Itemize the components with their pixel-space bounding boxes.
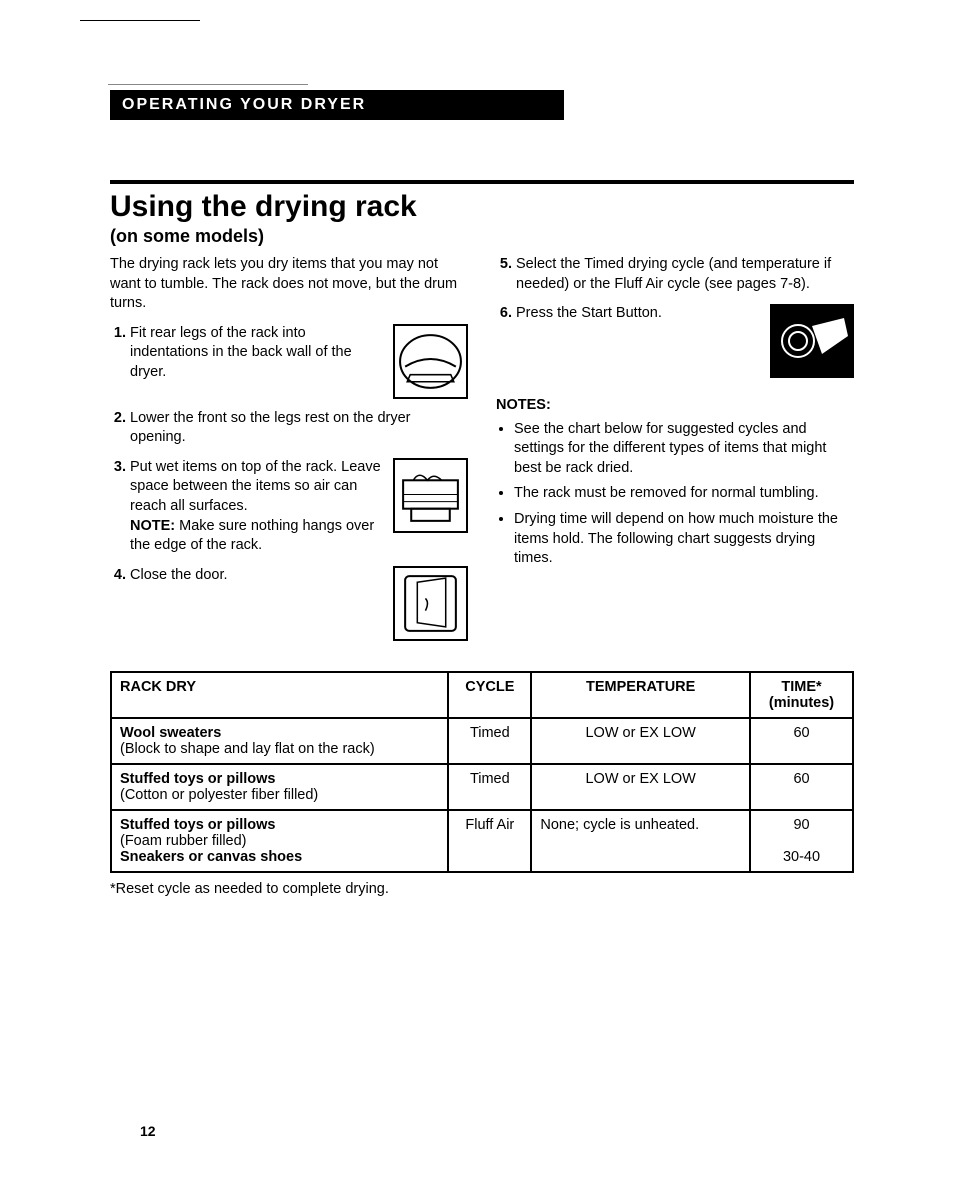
step-text: Lower the front so the legs rest on the … [130,410,410,446]
step-text: Close the door. [130,566,383,641]
cell-time: 60 [750,718,853,764]
cell-temp: LOW or EX LOW [531,718,750,764]
table-row: Wool sweaters (Block to shape and lay fl… [111,718,853,764]
cell-cycle: Fluff Air [448,810,531,872]
step-text: Fit rear legs of the rack into indentati… [130,324,385,383]
col-header: CYCLE [448,672,531,718]
step-text: Press the Start Button. [516,305,662,321]
step-5: Select the Timed drying cycle (and tempe… [516,255,854,294]
col-header: TEMPERATURE [531,672,750,718]
table-footnote: *Reset cycle as needed to complete dryin… [110,881,854,897]
section-header: OPERATING YOUR DRYER [110,90,564,120]
horizontal-rule [110,180,854,184]
door-illustration [393,566,468,641]
notes-list: See the chart below for suggested cycles… [496,420,854,569]
cell-item: Stuffed toys or pillows (Cotton or polye… [111,764,448,810]
steps-list-left: Fit rear legs of the rack into indentati… [110,324,468,641]
cell-item: Stuffed toys or pillows (Foam rubber fil… [111,810,448,872]
cell-temp: LOW or EX LOW [531,764,750,810]
page-subtitle: (on some models) [110,226,854,247]
cell-cycle: Timed [448,718,531,764]
step-4: Close the door. [130,566,468,641]
step-2: Lower the front so the legs rest on the … [130,409,468,448]
cell-cycle: Timed [448,764,531,810]
rack-items-illustration [393,458,468,533]
table-row: Stuffed toys or pillows (Foam rubber fil… [111,810,853,872]
note-item: Drying time will depend on how much mois… [514,510,854,569]
cell-item: Wool sweaters (Block to shape and lay fl… [111,718,448,764]
table-row: Stuffed toys or pillows (Cotton or polye… [111,764,853,810]
rack-insert-illustration [393,324,468,399]
step-3: Put wet items on top of the rack. Leave … [130,458,468,556]
col-header: TIME* (minutes) [750,672,853,718]
note-item: See the chart below for suggested cycles… [514,420,854,479]
step-text: Select the Timed drying cycle (and tempe… [516,256,831,292]
steps-list-right: Select the Timed drying cycle (and tempe… [496,255,854,382]
note-label: NOTE: [130,518,175,534]
notes-heading: NOTES: [496,396,854,416]
col-header: RACK DRY [111,672,448,718]
scan-artifact [108,84,308,85]
cell-temp: None; cycle is unheated. [531,810,750,872]
manual-page: OPERATING YOUR DRYER Using the drying ra… [0,0,954,1199]
table-header-row: RACK DRY CYCLE TEMPERATURE TIME* (minute… [111,672,853,718]
page-title: Using the drying rack [110,190,854,224]
start-button-illustration [770,304,854,378]
page-number: 12 [140,1123,156,1139]
step-text: Put wet items on top of the rack. Leave … [130,459,381,514]
cell-time: 60 [750,764,853,810]
left-column: The drying rack lets you dry items that … [110,255,468,651]
content-columns: The drying rack lets you dry items that … [110,255,854,651]
step-1: Fit rear legs of the rack into indentati… [130,324,468,399]
right-column: Select the Timed drying cycle (and tempe… [496,255,854,651]
note-item: The rack must be removed for normal tumb… [514,484,854,504]
cell-time: 90 30-40 [750,810,853,872]
rack-dry-table: RACK DRY CYCLE TEMPERATURE TIME* (minute… [110,671,854,873]
step-6: Press the Start Button. [516,304,854,382]
scan-artifact [80,20,200,21]
intro-text: The drying rack lets you dry items that … [110,255,468,314]
